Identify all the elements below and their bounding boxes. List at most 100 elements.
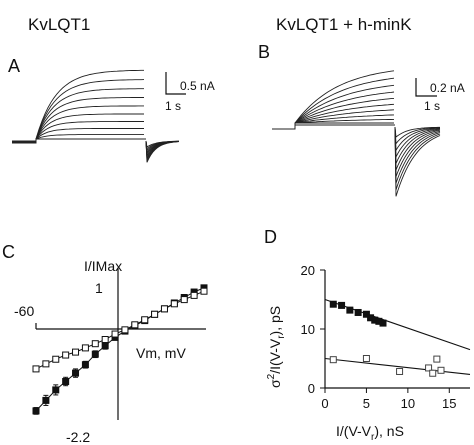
panel-d-xlabel-sub: r <box>371 432 375 443</box>
panel-d-y-tick-label: 10 <box>301 322 315 337</box>
panel-c-filled-point <box>32 407 40 415</box>
panel-b-trace <box>272 122 394 130</box>
panel-d-xlabel: I/(V-Vr), nS <box>336 423 404 443</box>
panel-c-open-point <box>131 321 139 329</box>
panel-d-open-point <box>362 355 370 362</box>
panel-c-open-point <box>200 287 208 295</box>
panel-b-tail-trace <box>394 126 441 145</box>
panel-a-scale-current: 0.5 nA <box>180 79 215 93</box>
panel-b-tail-trace <box>394 126 441 177</box>
panel-d-x-tick-label: 15 <box>442 396 456 411</box>
panel-d-open-point <box>425 364 433 372</box>
panel-b-trace <box>272 77 395 130</box>
panel-c-open-point <box>72 348 80 356</box>
panel-c-filled-point <box>62 378 70 385</box>
panel-d-open-point <box>329 356 337 364</box>
panel-a-trace <box>12 69 144 142</box>
panel-a-title: KvLQT1 <box>28 15 90 34</box>
panel-c-filled-point <box>91 350 99 358</box>
panel-b-title: KvLQT1 + h-minK <box>276 15 412 34</box>
panel-c-open-point <box>91 340 99 348</box>
panel-b-current-traces <box>272 70 441 197</box>
panel-c-xlabel: Vm, mV <box>136 345 186 361</box>
panel-c-open-point <box>42 360 50 368</box>
panel-d-ticks: 0 5 10 15 0 10 20 <box>301 263 457 411</box>
panel-d-ylabel-sigma: σ <box>267 379 283 388</box>
panel-d-ylabel-tail: ), pS <box>267 306 283 336</box>
panel-d-plot-area <box>324 298 471 377</box>
panel-a-trace <box>12 113 144 143</box>
panel-a-trace <box>12 79 145 144</box>
panel-d-filled-point <box>379 319 387 327</box>
panel-b-tail-trace <box>394 126 441 159</box>
panel-d-filled-point <box>362 310 370 318</box>
panel-c-y-bottom-label: -2.2 <box>66 429 90 445</box>
panel-b-tail-trace <box>394 126 441 152</box>
panel-b-trace <box>272 84 395 130</box>
panel-c-plot-area <box>32 284 208 415</box>
panel-a-trace <box>12 88 144 143</box>
svg-text:σ2/I(V-Vr), pS: σ2/I(V-Vr), pS <box>266 306 287 388</box>
panel-b-tail-trace <box>394 126 441 190</box>
panel-c-letter: C <box>2 242 15 262</box>
panel-c-open-point <box>52 355 60 363</box>
panel-c-open-point <box>151 310 159 318</box>
panel-a-trace <box>12 134 144 143</box>
panel-b-tail-trace <box>394 126 441 171</box>
panel-c-open-point <box>32 365 40 373</box>
panel-b-scale-time: 1 s <box>424 99 440 113</box>
panel-c-open-point <box>141 316 149 324</box>
panel-c-open-point <box>160 305 168 313</box>
panel-c-axes <box>35 268 206 420</box>
panel-c-open-point <box>101 336 109 343</box>
panel-c-filled-point <box>101 342 109 350</box>
panel-d-open-point <box>429 369 437 377</box>
panel-d-filled-point <box>338 301 346 309</box>
panel-d-y-tick-label: 0 <box>308 381 315 396</box>
panel-b-trace <box>272 91 395 130</box>
panel-d-filled-point <box>346 306 354 314</box>
panel-c-x-tick-label: -60 <box>14 303 34 319</box>
panel-d-open-point <box>396 367 404 375</box>
panel-c-open-point <box>121 326 129 334</box>
panel-b-trace <box>272 70 395 130</box>
panel-a-letter: A <box>8 56 20 76</box>
panel-c-filled-point <box>52 386 60 394</box>
panel-d-x-tick-label: 0 <box>321 396 328 411</box>
panel-b-trace <box>272 109 395 130</box>
panel-a-trace <box>12 105 144 144</box>
panel-a-trace <box>12 121 144 142</box>
panel-d-ylabel-mid: /I(V-V <box>267 338 283 374</box>
panel-c-open-point <box>111 330 119 338</box>
panel-d-ylabel: σ2/I(V-Vr), pS <box>266 306 287 388</box>
panel-d-open-fit-line <box>324 357 471 375</box>
panel-a-current-traces <box>12 69 180 163</box>
panel-c-ylabel: I/IMax <box>84 258 122 274</box>
panel-d-xlabel-tail: ), nS <box>374 423 404 439</box>
panel-b-trace <box>272 114 395 130</box>
panel-a-trace <box>12 128 144 144</box>
panel-c-open-point <box>62 351 70 359</box>
panel-d-x-tick-label: 5 <box>363 396 370 411</box>
panel-a-scale-bar: 0.5 nA 1 s <box>165 72 215 113</box>
panel-b-letter: B <box>258 42 270 62</box>
panel-c-open-point <box>190 291 198 299</box>
panel-a-scale-time: 1 s <box>165 99 181 113</box>
panel-d-open-point <box>433 355 441 363</box>
panel-c-open-point <box>180 296 188 304</box>
panel-c-open-point <box>170 300 178 308</box>
panel-c-filled-point <box>42 396 50 404</box>
panel-b-tail-trace <box>394 126 440 138</box>
panel-c-filled-point <box>81 361 89 369</box>
panel-d-letter: D <box>264 227 277 247</box>
panel-b-tail-trace <box>394 126 441 184</box>
panel-b-trace <box>272 97 395 130</box>
panel-d-ylabel-sub: r <box>276 335 287 339</box>
panel-c-y-top-label: 1 <box>95 280 103 296</box>
panel-c-open-point <box>81 344 89 352</box>
panel-b-tail-trace <box>394 126 441 164</box>
panel-d-filled-point <box>329 300 337 308</box>
panel-b-scale-current: 0.2 nA <box>430 81 465 95</box>
panel-d-open-point <box>437 366 445 374</box>
svg-text:I/(V-Vr), nS: I/(V-Vr), nS <box>336 423 404 443</box>
